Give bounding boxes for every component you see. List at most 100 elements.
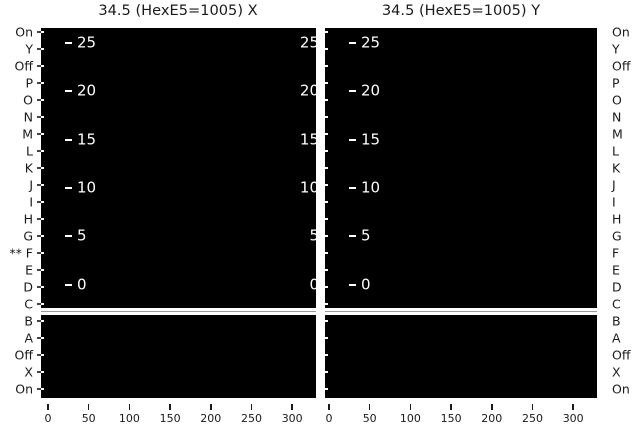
x-tick-label: 50 [81, 412, 96, 425]
scale-tick-dash [349, 42, 356, 44]
outer-y-tick [37, 116, 41, 118]
inner-y-tick [325, 218, 328, 220]
scale-tick-dash [65, 283, 72, 286]
row-label-right: C [612, 296, 621, 312]
x-tick-label: 0 [325, 412, 333, 425]
inner-y-tick [325, 184, 328, 186]
inner-y-tick [41, 48, 44, 50]
x-tick-mark [531, 404, 534, 410]
row-label-right: Y [612, 41, 620, 57]
row-label-right: E [612, 262, 620, 278]
inner-y-tick [325, 286, 328, 288]
x-tick-mark [491, 404, 493, 410]
inner-y-tick [325, 116, 328, 118]
row-label-left: A [24, 330, 33, 346]
x-tick-label: 150 [159, 412, 181, 425]
x-tick-mark [47, 404, 49, 410]
right-plot-panel: 25 20 15 10 5 0 [325, 28, 597, 398]
left-panel-title: 34.5 (HexE5=1005) X [98, 2, 258, 19]
inner-y-tick [325, 82, 328, 84]
x-tick-label: 100 [399, 412, 421, 425]
outer-y-tick [37, 354, 41, 356]
scale-tick-label: 20 [361, 81, 381, 100]
inner-y-tick [325, 269, 328, 271]
inner-y-tick [325, 99, 328, 101]
inner-y-tick [325, 65, 328, 67]
inner-y-tick [41, 252, 44, 254]
inner-y-tick [41, 354, 44, 356]
row-label-left: On [15, 24, 33, 40]
inner-y-tick [41, 320, 44, 322]
inner-y-tick [41, 167, 44, 169]
scale-tick-label: 0 [77, 275, 87, 293]
inner-y-tick [41, 65, 44, 67]
inner-y-tick [325, 371, 328, 373]
row-label-right: On [612, 381, 630, 397]
inner-y-tick [325, 133, 328, 135]
outer-y-tick [37, 371, 41, 373]
outer-y-tick [37, 150, 41, 152]
x-tick-mark [328, 404, 330, 410]
row-separator-band [325, 308, 597, 315]
row-separator-line [325, 310, 597, 312]
outer-y-tick [37, 48, 41, 50]
inner-y-tick [41, 150, 44, 152]
x-tick-mark [210, 404, 212, 410]
x-tick-mark [450, 404, 452, 410]
outer-y-tick [37, 388, 41, 390]
inner-y-tick [41, 337, 44, 339]
inner-y-tick [325, 48, 328, 50]
inner-y-tick [325, 235, 328, 237]
scale-tick-dash [65, 42, 72, 44]
row-label-left: On [15, 381, 33, 397]
inner-y-tick [41, 388, 44, 390]
x-tick-label: 300 [281, 412, 303, 425]
outer-y-tick [37, 99, 41, 101]
inner-y-tick [41, 116, 44, 118]
scale-tick-label: 0 [361, 275, 371, 293]
row-label-right: H [612, 211, 622, 227]
outer-y-tick [37, 184, 41, 186]
scale-tick-label: 5 [361, 226, 371, 245]
row-label-right: Off [612, 58, 631, 74]
outer-y-tick [37, 252, 41, 254]
row-label-left: G [23, 228, 33, 244]
scale-tick-label: 15 [77, 130, 97, 149]
inner-y-tick [41, 303, 44, 305]
row-label-left: H [23, 211, 33, 227]
scale-tick-dash [65, 186, 72, 189]
row-separator-line [41, 310, 316, 312]
x-tick-mark [169, 404, 171, 410]
row-label-left: D [23, 279, 33, 295]
inner-y-tick [41, 235, 44, 237]
outer-y-tick [37, 201, 41, 203]
inner-y-tick [325, 150, 328, 152]
x-tick-label: 50 [362, 412, 377, 425]
inner-y-tick [325, 201, 328, 203]
outer-y-tick [37, 133, 41, 135]
x-tick-mark [368, 404, 371, 410]
x-tick-label: 200 [481, 412, 503, 425]
row-label-right: Off [612, 347, 631, 363]
outer-y-tick [37, 320, 41, 322]
row-label-right: M [612, 126, 623, 142]
scale-tick-label: 25 [77, 33, 97, 52]
row-label-right: G [612, 228, 622, 244]
clipped-scale-label: 15 [299, 130, 316, 149]
row-label-right: J [612, 177, 616, 193]
outer-y-tick [37, 286, 41, 288]
inner-y-tick [41, 184, 44, 186]
inner-y-tick [325, 167, 328, 169]
x-tick-mark [87, 404, 90, 410]
row-label-left: O [23, 92, 33, 108]
inner-y-tick [325, 354, 328, 356]
scale-tick-dash [65, 138, 72, 141]
inner-y-tick [325, 320, 328, 322]
row-label-right: A [612, 330, 621, 346]
scale-tick-dash [349, 283, 356, 286]
scale-tick-dash [349, 235, 356, 238]
scale-tick-label: 25 [361, 33, 381, 52]
scale-tick-dash [349, 138, 356, 141]
x-tick-label: 300 [562, 412, 584, 425]
